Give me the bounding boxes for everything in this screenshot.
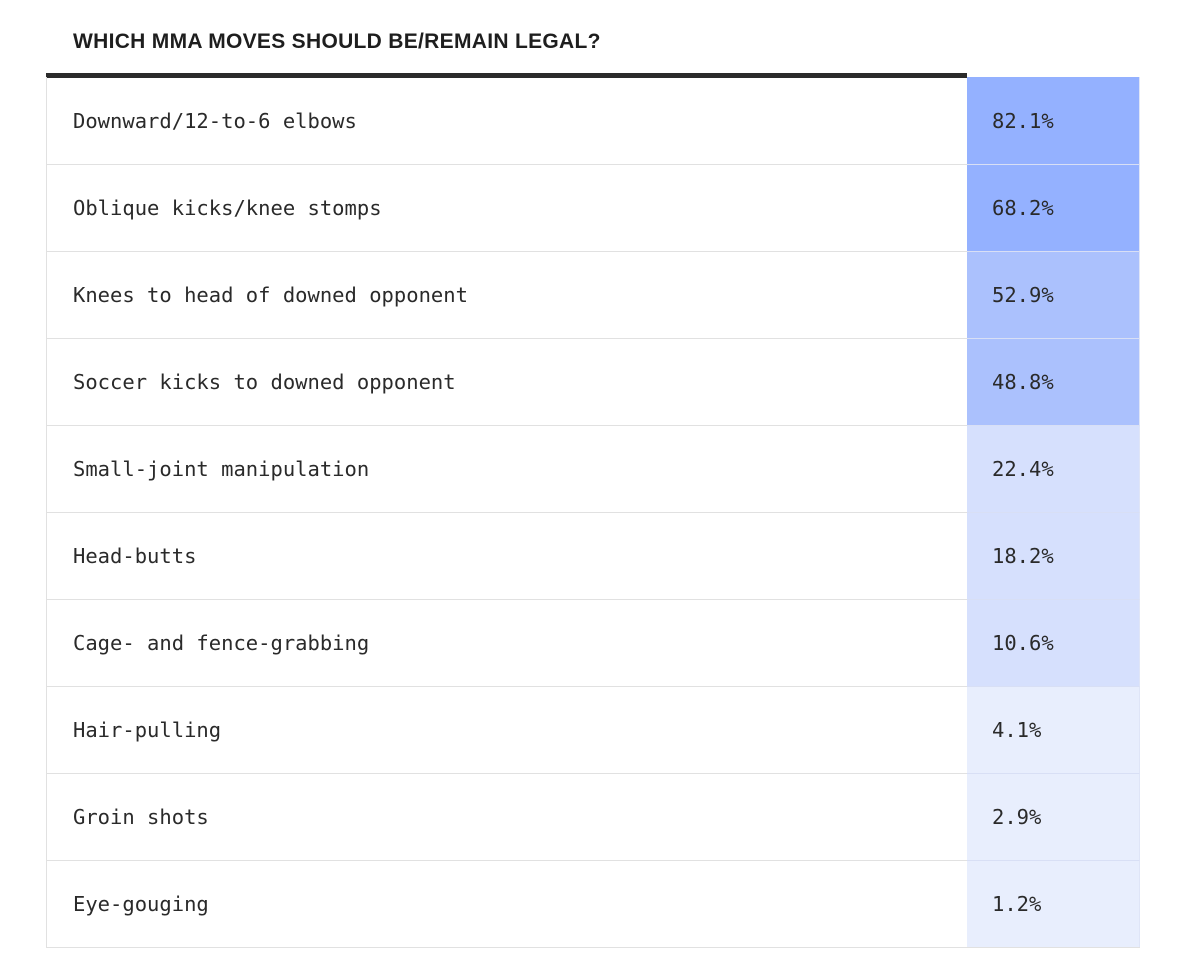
percent-value: 1.2% bbox=[967, 860, 1140, 947]
move-label: Soccer kicks to downed opponent bbox=[47, 338, 967, 425]
move-label: Cage- and fence-grabbing bbox=[47, 599, 967, 686]
move-label: Eye-gouging bbox=[47, 860, 967, 947]
percent-value: 18.2% bbox=[967, 512, 1140, 599]
move-label: Hair-pulling bbox=[47, 686, 967, 773]
percent-value: 22.4% bbox=[967, 425, 1140, 512]
table-row: Head-butts 18.2% bbox=[47, 512, 1140, 599]
results-table: Downward/12-to-6 elbows 82.1% Oblique ki… bbox=[46, 77, 1140, 948]
table-row: Soccer kicks to downed opponent 48.8% bbox=[47, 338, 1140, 425]
percent-value: 82.1% bbox=[967, 77, 1140, 164]
table-row: Small-joint manipulation 22.4% bbox=[47, 425, 1140, 512]
percent-value: 2.9% bbox=[967, 773, 1140, 860]
move-label: Knees to head of downed opponent bbox=[47, 251, 967, 338]
title-rule bbox=[46, 73, 967, 78]
percent-value: 48.8% bbox=[967, 338, 1140, 425]
table-row: Downward/12-to-6 elbows 82.1% bbox=[47, 77, 1140, 164]
move-label: Groin shots bbox=[47, 773, 967, 860]
move-label: Downward/12-to-6 elbows bbox=[73, 108, 357, 133]
move-label: Small-joint manipulation bbox=[47, 425, 967, 512]
percent-value: 52.9% bbox=[967, 251, 1140, 338]
move-label: Head-butts bbox=[47, 512, 967, 599]
table-row: Cage- and fence-grabbing 10.6% bbox=[47, 599, 1140, 686]
percent-value: 4.1% bbox=[967, 686, 1140, 773]
table-row: Oblique kicks/knee stomps 68.2% bbox=[47, 164, 1140, 251]
percent-value: 10.6% bbox=[967, 599, 1140, 686]
chart-title: WHICH MMA MOVES SHOULD BE/REMAIN LEGAL? bbox=[73, 30, 601, 53]
table-row: Eye-gouging 1.2% bbox=[47, 860, 1140, 947]
percent-value: 68.2% bbox=[967, 164, 1140, 251]
table-row: Groin shots 2.9% bbox=[47, 773, 1140, 860]
move-label: Oblique kicks/knee stomps bbox=[47, 164, 967, 251]
table-row: Knees to head of downed opponent 52.9% bbox=[47, 251, 1140, 338]
table-row: Hair-pulling 4.1% bbox=[47, 686, 1140, 773]
